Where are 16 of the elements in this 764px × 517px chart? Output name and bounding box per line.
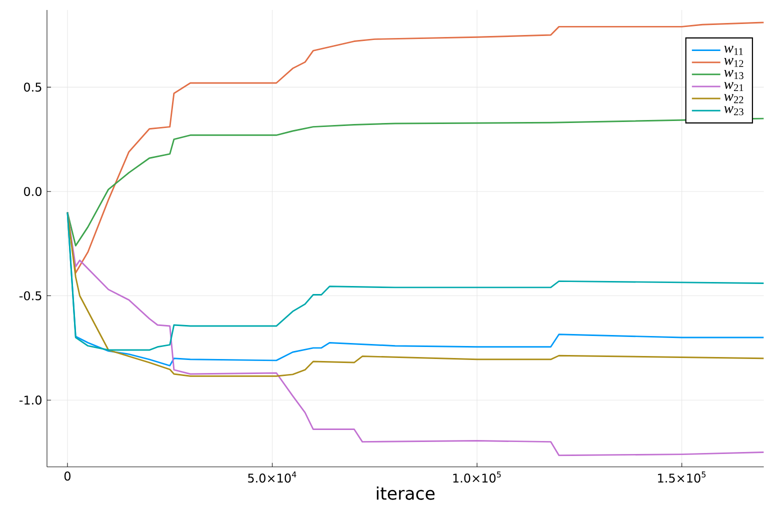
legend-label: w$_{12}$ (724, 58, 744, 68)
legend-label: w$_{13}$ (724, 70, 744, 80)
x-tick-label: 5.0×10$^{4}$ (248, 472, 296, 483)
x-tick-label: 0 (64, 472, 70, 481)
x-tick-label: 1.5×10$^{5}$ (658, 472, 706, 483)
y-tick-label: -0.5 (19, 291, 42, 300)
x-axis-title: iterace (376, 486, 435, 500)
y-tick-label: -1.0 (19, 396, 42, 405)
y-tick-label: 0.5 (24, 82, 42, 92)
x-tick-label: 1.0×10$^{5}$ (453, 472, 501, 483)
legend-label: w$_{21}$ (724, 82, 744, 92)
legend-label: w$_{11}$ (724, 46, 743, 55)
y-tick-label: 0.0 (24, 187, 42, 196)
line-series (66, 118, 764, 247)
legend-label: w$_{23}$ (724, 106, 744, 116)
legend-label: w$_{22}$ (724, 94, 744, 104)
